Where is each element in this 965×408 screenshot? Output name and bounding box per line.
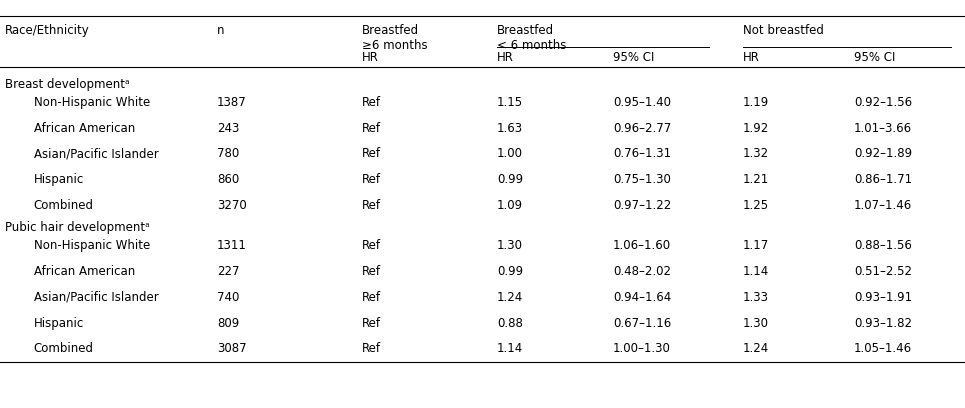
Text: 0.99: 0.99 [497,173,523,186]
Text: 1.09: 1.09 [497,199,523,212]
Text: Not breastfed: Not breastfed [743,24,824,38]
Text: 0.93–1.82: 0.93–1.82 [854,317,912,330]
Text: 0.51–2.52: 0.51–2.52 [854,265,912,278]
Text: Race/Ethnicity: Race/Ethnicity [5,24,90,38]
Text: 1.30: 1.30 [743,317,769,330]
Text: 0.67–1.16: 0.67–1.16 [613,317,671,330]
Text: 740: 740 [217,291,239,304]
Text: Pubic hair developmentᵃ: Pubic hair developmentᵃ [5,221,150,234]
Text: 0.76–1.31: 0.76–1.31 [613,147,671,160]
Text: 0.93–1.91: 0.93–1.91 [854,291,912,304]
Text: Non-Hispanic White: Non-Hispanic White [34,96,150,109]
Text: Ref: Ref [362,199,381,212]
Text: 1.00–1.30: 1.00–1.30 [613,342,671,355]
Text: HR: HR [497,51,513,64]
Text: 1.01–3.66: 1.01–3.66 [854,122,912,135]
Text: 0.94–1.64: 0.94–1.64 [613,291,671,304]
Text: 1.33: 1.33 [743,291,769,304]
Text: 1.92: 1.92 [743,122,769,135]
Text: 95% CI: 95% CI [854,51,896,64]
Text: 1.00: 1.00 [497,147,523,160]
Text: 0.97–1.22: 0.97–1.22 [613,199,671,212]
Text: Ref: Ref [362,147,381,160]
Text: 0.99: 0.99 [497,265,523,278]
Text: Asian/Pacific Islander: Asian/Pacific Islander [34,147,158,160]
Text: 95% CI: 95% CI [613,51,654,64]
Text: 1.06–1.60: 1.06–1.60 [613,239,671,253]
Text: Non-Hispanic White: Non-Hispanic White [34,239,150,253]
Text: 227: 227 [217,265,239,278]
Text: 1.32: 1.32 [743,147,769,160]
Text: 1.19: 1.19 [743,96,769,109]
Text: Breastfed
≥6 months: Breastfed ≥6 months [362,24,427,53]
Text: n: n [217,24,225,38]
Text: 809: 809 [217,317,239,330]
Text: 1.21: 1.21 [743,173,769,186]
Text: 3270: 3270 [217,199,247,212]
Text: African American: African American [34,265,135,278]
Text: 1.17: 1.17 [743,239,769,253]
Text: Asian/Pacific Islander: Asian/Pacific Islander [34,291,158,304]
Text: Ref: Ref [362,96,381,109]
Text: 1311: 1311 [217,239,247,253]
Text: Combined: Combined [34,199,94,212]
Text: Ref: Ref [362,265,381,278]
Text: 1.25: 1.25 [743,199,769,212]
Text: 1387: 1387 [217,96,247,109]
Text: Ref: Ref [362,239,381,253]
Text: HR: HR [362,51,378,64]
Text: 0.88–1.56: 0.88–1.56 [854,239,912,253]
Text: Ref: Ref [362,122,381,135]
Text: 243: 243 [217,122,239,135]
Text: 1.24: 1.24 [497,291,523,304]
Text: Breast developmentᵃ: Breast developmentᵃ [5,78,129,91]
Text: 1.63: 1.63 [497,122,523,135]
Text: Ref: Ref [362,173,381,186]
Text: HR: HR [743,51,759,64]
Text: Hispanic: Hispanic [34,173,84,186]
Text: African American: African American [34,122,135,135]
Text: 0.86–1.71: 0.86–1.71 [854,173,912,186]
Text: 1.30: 1.30 [497,239,523,253]
Text: 0.88: 0.88 [497,317,523,330]
Text: 0.95–1.40: 0.95–1.40 [613,96,671,109]
Text: 1.14: 1.14 [497,342,523,355]
Text: Hispanic: Hispanic [34,317,84,330]
Text: Ref: Ref [362,291,381,304]
Text: 1.14: 1.14 [743,265,769,278]
Text: 0.92–1.89: 0.92–1.89 [854,147,912,160]
Text: 860: 860 [217,173,239,186]
Text: 1.15: 1.15 [497,96,523,109]
Text: 0.96–2.77: 0.96–2.77 [613,122,671,135]
Text: 1.24: 1.24 [743,342,769,355]
Text: 3087: 3087 [217,342,247,355]
Text: Ref: Ref [362,342,381,355]
Text: Combined: Combined [34,342,94,355]
Text: 0.48–2.02: 0.48–2.02 [613,265,671,278]
Text: Breastfed
< 6 months: Breastfed < 6 months [497,24,566,53]
Text: 1.07–1.46: 1.07–1.46 [854,199,912,212]
Text: Ref: Ref [362,317,381,330]
Text: 0.92–1.56: 0.92–1.56 [854,96,912,109]
Text: 780: 780 [217,147,239,160]
Text: 1.05–1.46: 1.05–1.46 [854,342,912,355]
Text: 0.75–1.30: 0.75–1.30 [613,173,671,186]
